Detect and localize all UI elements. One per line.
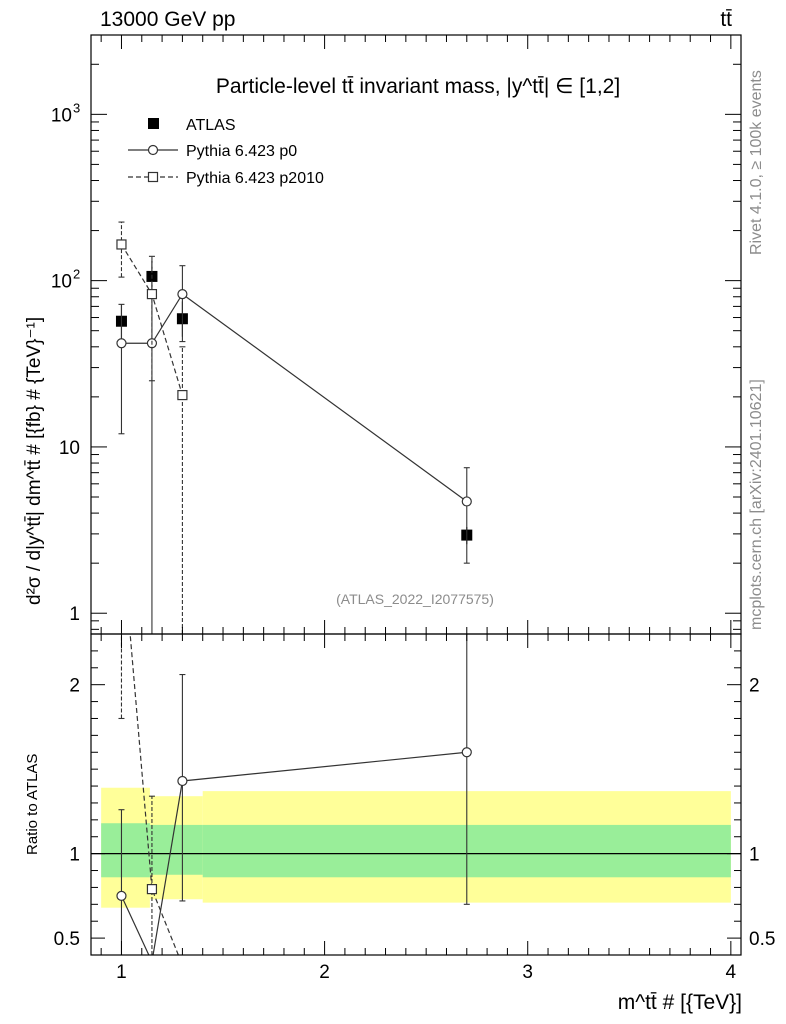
y-tick-label-2: 10 (51, 272, 72, 293)
ratio-plot-frame (90, 633, 742, 956)
y-tick-label-1: 10 (59, 438, 80, 459)
main-line-1 (121, 293, 468, 502)
ratio-tick-label-left-2: 2 (69, 676, 80, 697)
ratio-point-0-3 (461, 747, 472, 758)
p0-point-3 (461, 496, 472, 507)
ratio-series-group (116, 634, 472, 955)
p2010-point-1 (146, 288, 158, 300)
legend-label-p0: Pythia 6.423 p0 (186, 143, 297, 160)
p0-point-2 (177, 288, 188, 300)
legend-marker-p2010 (147, 171, 159, 183)
ratio-band-green-1 (149, 824, 203, 875)
p2010-point-2 (177, 389, 188, 401)
legend-marker-atlas (148, 118, 159, 129)
y-tick-label-0: 1 (69, 604, 80, 625)
ratio-tick-label-left-1: 1 (69, 845, 80, 866)
side-label-top: Rivet 4.1.0, ≥ 100k events (748, 70, 765, 255)
analysis-label: (ATLAS_2022_I2077575) (336, 591, 494, 607)
legend-marker-p0 (147, 144, 159, 156)
ratio-tick-label-right-2: 2 (749, 676, 760, 697)
ratio-tick-label-left-0: 0.5 (54, 929, 80, 950)
ratio-tick-label-right-0: 0.5 (749, 929, 775, 950)
ratio-point-1-1 (146, 884, 158, 895)
y-axis-title: d²σ / d|y^tt̄| dm^tt̄ # [{fb} # {TeV}⁻¹] (24, 317, 45, 605)
legend-label-p2010: Pythia 6.423 p2010 (186, 170, 324, 187)
ratio-point-0-2 (177, 775, 188, 787)
x-axis-title: m^tt̄ # [{TeV}] (618, 991, 742, 1014)
ratio-y-axis-title: Ratio to ATLAS (24, 754, 41, 855)
ratio-point-0-0 (116, 890, 127, 901)
plot-title: Particle-level tt̄ invariant mass, |y^tt… (216, 75, 620, 98)
side-label-bottom: mcplots.cern.ch [arXiv:2401.10621] (748, 379, 765, 630)
x-tick-label-2: 3 (522, 962, 533, 983)
ratio-line-1 (129, 634, 179, 955)
ratio-band-green-0 (101, 823, 150, 878)
main-series-group (115, 221, 473, 634)
x-tick-label-1: 2 (319, 962, 330, 983)
y-tick-label-exp-2: 2 (73, 267, 80, 282)
legend-label-atlas: ATLAS (186, 117, 236, 134)
x-tick-label-0: 1 (116, 962, 127, 983)
y-tick-label-3: 10 (51, 105, 72, 126)
header-left: 13000 GeV pp (100, 8, 235, 31)
header-right: tt̄ (720, 8, 732, 31)
ratio-line-0 (120, 751, 467, 955)
ratio-tick-label-right-1: 1 (749, 845, 760, 866)
p0-point-0 (116, 338, 127, 349)
y-tick-label-exp-3: 3 (73, 100, 80, 115)
p2010-point-0 (116, 239, 127, 250)
x-tick-label-3: 4 (726, 962, 737, 983)
